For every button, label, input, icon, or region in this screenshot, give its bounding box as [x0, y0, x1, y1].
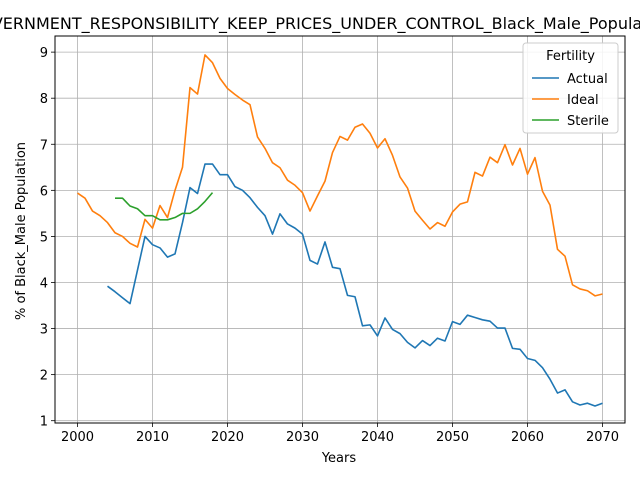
- x-tick-label: 2050: [436, 430, 469, 445]
- y-tick-label: 2: [40, 369, 48, 384]
- x-tick-label: 2010: [136, 430, 169, 445]
- x-tick-label: 2060: [511, 430, 544, 445]
- x-tick-label: 2020: [211, 430, 244, 445]
- series-line-actual: [107, 163, 603, 407]
- plot-frame: [54, 35, 626, 424]
- y-tick-label: 3: [40, 323, 48, 338]
- ticks: 2000 2010 2020 2030 2040 2050 2060 2070 1 2 3 4 5 6 7 8…: [40, 46, 619, 445]
- y-tick-label: 9: [40, 46, 48, 61]
- y-tick-label: 7: [40, 138, 48, 153]
- legend: Fertility Actual Ideal Sterile: [522, 42, 619, 134]
- series-line-ideal: [77, 54, 603, 297]
- legend-label-actual: Actual: [567, 72, 608, 87]
- x-axis-label: Years: [321, 451, 357, 466]
- legend-title: Fertility: [546, 49, 595, 64]
- x-tick-label: 2040: [361, 430, 394, 445]
- series-line-sterile: [115, 192, 214, 221]
- legend-box: [522, 42, 619, 134]
- x-tick-label: 2030: [286, 430, 319, 445]
- series-layer: [77, 54, 603, 407]
- legend-label-sterile: Sterile: [567, 114, 609, 129]
- chart-title: GOVERNMENT_RESPONSIBILITY_KEEP_PRICES_UN…: [0, 14, 640, 34]
- x-tick-label: 2000: [61, 430, 94, 445]
- y-tick-label: 4: [40, 276, 48, 291]
- y-tick-label: 8: [40, 92, 48, 107]
- y-tick-label: 6: [40, 184, 48, 199]
- y-tick-label: 1: [40, 415, 48, 430]
- y-tick-label: 5: [40, 230, 48, 245]
- x-tick-label: 2070: [586, 430, 619, 445]
- legend-label-ideal: Ideal: [567, 93, 599, 108]
- y-axis-label: % of Black_Male Population: [14, 142, 29, 320]
